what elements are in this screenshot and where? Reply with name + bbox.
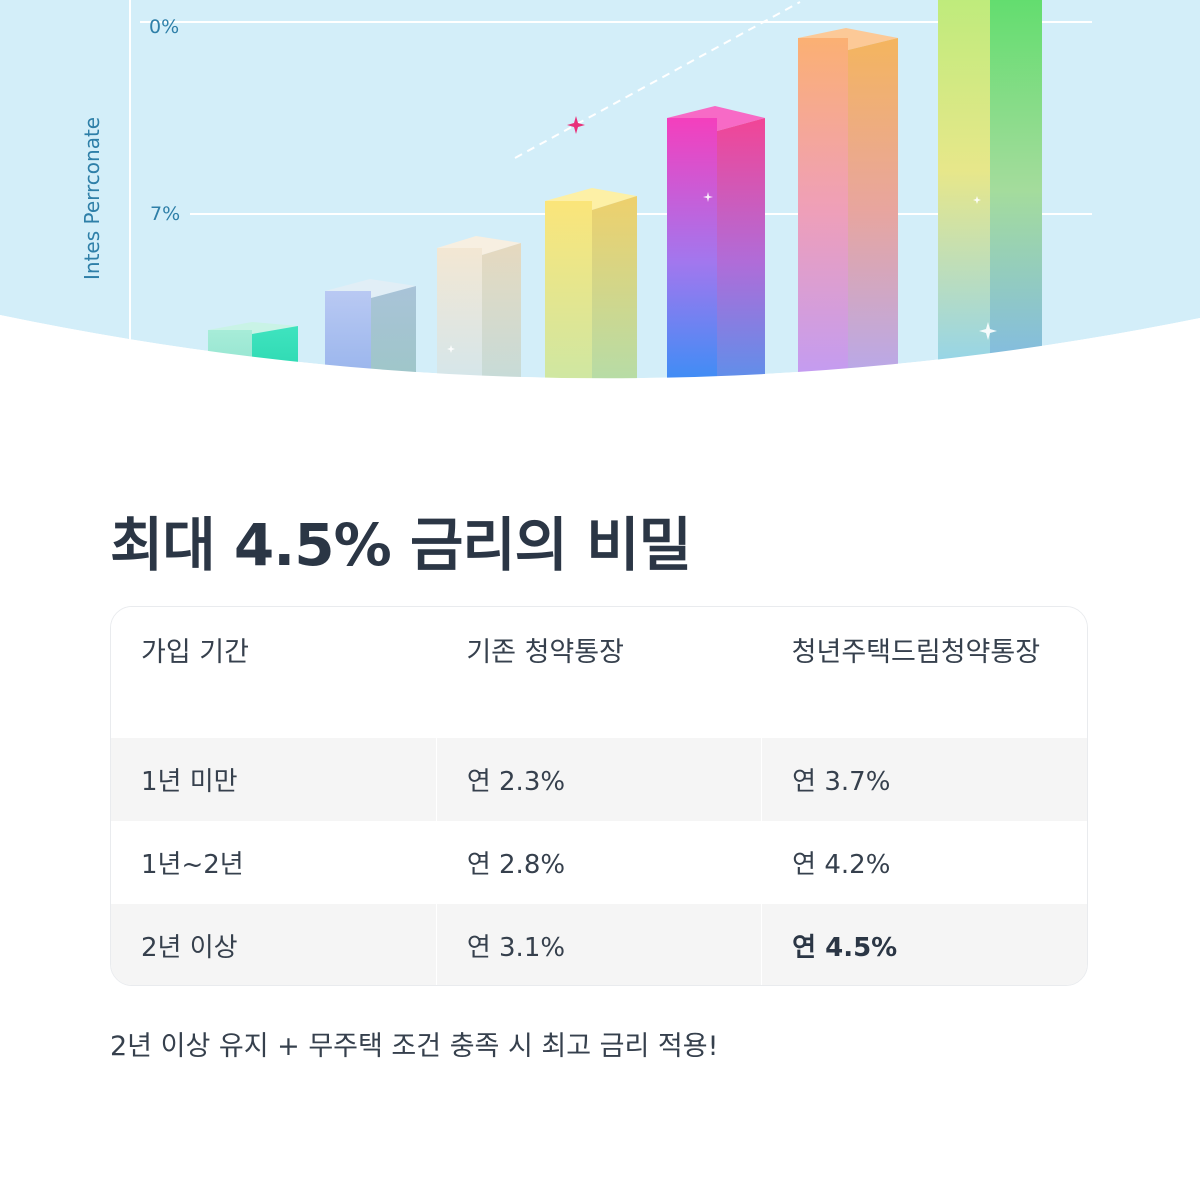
- sky-background: [0, 0, 1200, 379]
- header-period: 가입 기간: [111, 607, 437, 738]
- axis-label: Intes Perrconate: [80, 117, 104, 280]
- bar-4: [545, 188, 637, 380]
- tick-label-7: 7%: [150, 203, 180, 225]
- table-row: 2년 이상 연 3.1% 연 4.5%: [111, 904, 1087, 985]
- hero-chart-illustration: 0% 7% Intes Perrconate: [0, 0, 1200, 380]
- header-old-account: 기존 청약통장: [436, 607, 762, 738]
- rate-table: 가입 기간 기존 청약통장 청년주택드림청약통장 1년 미만 연 2.3% 연 …: [111, 607, 1087, 985]
- bar-2: [325, 279, 416, 380]
- trend-line: [514, 1, 801, 159]
- bar-3: [437, 236, 521, 380]
- page-title: 최대 4.5% 금리의 비밀: [110, 511, 692, 579]
- cell-period: 1년~2년: [111, 821, 437, 904]
- cell-old-rate: 연 2.8%: [435, 821, 762, 904]
- header-new-account: 청년주택드림청약통장: [761, 607, 1087, 738]
- footnote: 2년 이상 유지 + 무주택 조건 충족 시 최고 금리 적용!: [110, 1031, 719, 1062]
- table-header-row: 가입 기간 기존 청약통장 청년주택드림청약통장: [111, 607, 1087, 738]
- cell-period: 1년 미만: [111, 738, 437, 821]
- cell-old-rate: 연 3.1%: [435, 904, 762, 985]
- cell-new-rate: 연 4.2%: [761, 821, 1087, 904]
- sparkle-icon: [567, 116, 585, 134]
- sparkle-icon-small: [447, 192, 997, 353]
- cell-period: 2년 이상: [111, 904, 437, 985]
- bar-5: [667, 106, 765, 380]
- table-row: 1년 미만 연 2.3% 연 3.7%: [111, 738, 1087, 821]
- table-row: 1년~2년 연 2.8% 연 4.2%: [111, 821, 1087, 904]
- cell-new-rate: 연 3.7%: [761, 738, 1087, 821]
- bar-chart-graphic: 0% 7% Intes Perrconate: [0, 0, 1200, 380]
- rate-comparison-table: 가입 기간 기존 청약통장 청년주택드림청약통장 1년 미만 연 2.3% 연 …: [110, 606, 1088, 986]
- wave-overlay: [0, 315, 1200, 380]
- cell-old-rate: 연 2.3%: [435, 738, 762, 821]
- cell-new-rate-highlight: 연 4.5%: [761, 904, 1087, 985]
- bar-7: [938, 0, 1042, 380]
- bar-6: [798, 28, 898, 380]
- tick-label-0: 0%: [149, 16, 179, 38]
